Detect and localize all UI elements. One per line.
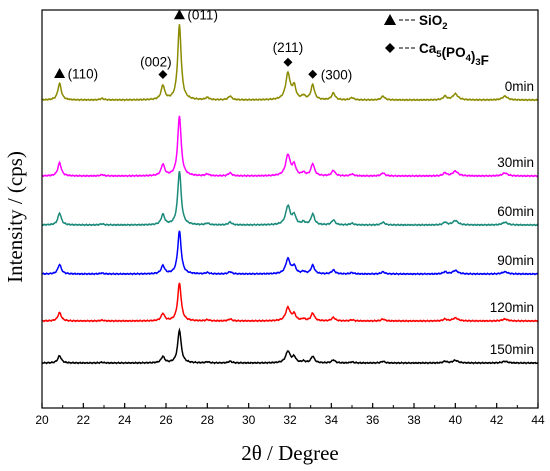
x-tick-label: 22 [77, 413, 91, 427]
series-label-0min: 0min [505, 79, 534, 94]
x-axis-title: 2θ / Degree [241, 441, 339, 465]
peak-marker-triangle [173, 9, 185, 20]
peak-marker-diamond [283, 57, 293, 67]
series-line-90min [41, 230, 539, 276]
series-line-120min [41, 282, 539, 323]
peak-annotations: (110) (002) (011) (211) (300) [54, 8, 353, 82]
x-tick-label: 42 [490, 413, 504, 427]
series-label-120min: 120min [490, 300, 534, 315]
peak-label: (110) [68, 66, 99, 81]
legend: SiO2 Ca5(PO4)3F [383, 13, 489, 68]
series-label-60min: 60min [497, 204, 534, 219]
x-tick-label: 30 [242, 413, 256, 427]
y-axis-title: Intensity / (cps) [3, 151, 27, 283]
peak-marker-triangle [54, 67, 66, 78]
series-line-0min [41, 24, 539, 102]
peak-label: (211) [273, 40, 304, 55]
legend-marker-triangle [383, 13, 397, 25]
x-tick-label: 38 [407, 413, 421, 427]
x-tick-label: 40 [449, 413, 463, 427]
series-layer: 0min 30min 60min 90min 120min 150min [41, 24, 539, 365]
series-line-30min [41, 115, 539, 178]
peak-marker-diamond [158, 70, 168, 80]
x-tick-label: 24 [118, 413, 132, 427]
legend-label: Ca5(PO4)3F [419, 41, 489, 68]
x-tick-label: 36 [366, 413, 380, 427]
series-line-150min [41, 327, 539, 365]
peak-label: (300) [321, 67, 353, 82]
series-label-90min: 90min [497, 253, 534, 268]
x-tick-label: 26 [159, 413, 173, 427]
x-tick-label: 34 [325, 413, 339, 427]
peak-label: (002) [140, 55, 172, 70]
series-label-150min: 150min [490, 342, 534, 357]
peak-marker-diamond [308, 69, 318, 79]
series-line-60min [41, 170, 539, 227]
x-tick-label: 28 [201, 413, 215, 427]
peak-label: (011) [187, 8, 218, 23]
x-tick-label: 32 [283, 413, 297, 427]
x-tick-label: 44 [531, 413, 545, 427]
legend-label: SiO2 [419, 13, 448, 32]
x-tick-label: 20 [35, 413, 49, 427]
series-label-30min: 30min [497, 155, 534, 170]
legend-marker-diamond [385, 43, 395, 53]
x-axis: 20 22 24 26 28 30 32 34 36 38 40 42 44 [35, 403, 545, 427]
